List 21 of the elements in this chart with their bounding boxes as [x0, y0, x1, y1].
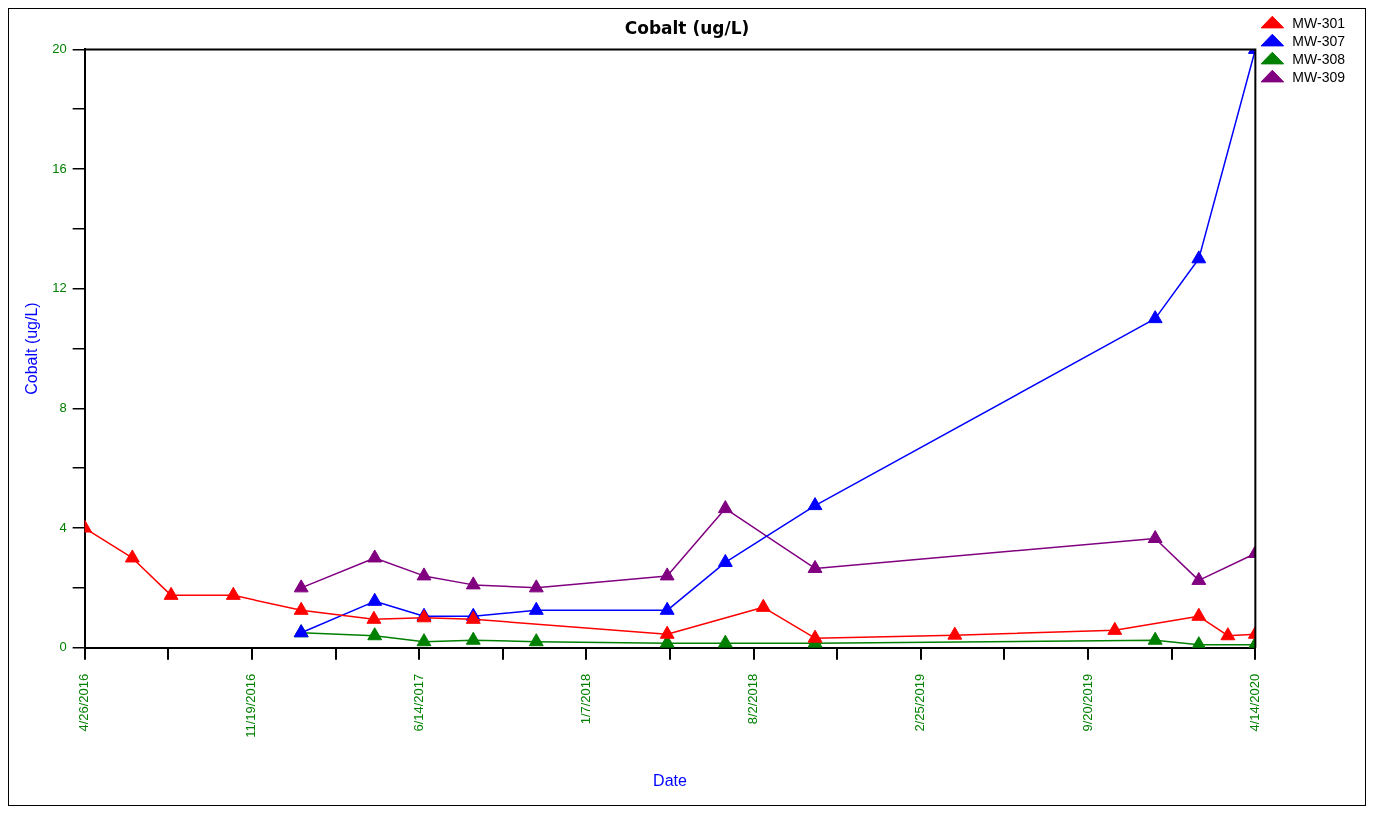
legend-label: MW-301	[1292, 14, 1346, 31]
y-tick-label: 12	[52, 280, 67, 296]
x-tick-label: 9/20/2019	[1079, 673, 1095, 732]
y-tick-label: 4	[59, 519, 67, 535]
y-tick-label: 20	[52, 40, 67, 56]
y-tick-label: 0	[59, 639, 67, 655]
x-tick-label: 8/2/2018	[745, 673, 761, 725]
x-axis-title: Date	[653, 771, 688, 789]
x-tick-label: 6/14/2017	[410, 673, 426, 732]
x-tick-label: 11/19/2016	[243, 673, 259, 738]
x-tick-label: 4/14/2020	[1246, 673, 1262, 732]
legend-label: MW-307	[1292, 32, 1346, 49]
x-tick-label: 1/7/2018	[577, 673, 593, 725]
legend-label: MW-309	[1292, 68, 1346, 85]
y-tick-label: 8	[59, 399, 67, 415]
legend-label: MW-308	[1292, 50, 1346, 67]
chart-title: Cobalt (ug/L)	[624, 17, 750, 38]
x-tick-label: 4/26/2016	[76, 673, 92, 732]
y-tick-label: 16	[52, 160, 67, 176]
x-tick-label: 2/25/2019	[912, 673, 928, 732]
y-axis-title: Cobalt (ug/L)	[23, 302, 41, 395]
